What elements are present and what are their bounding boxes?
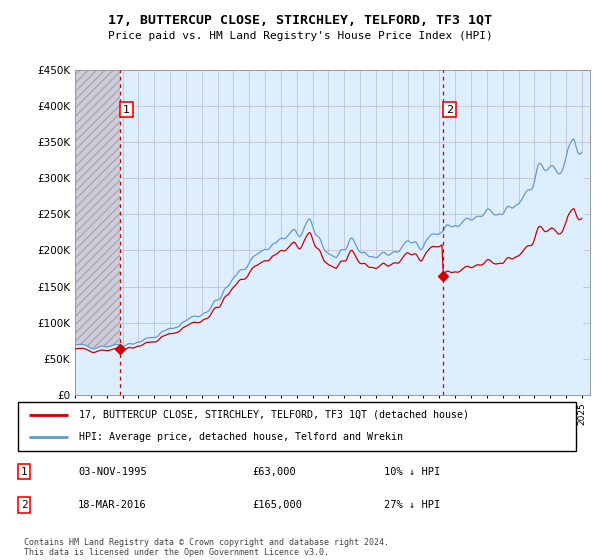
Text: 2: 2 <box>20 500 28 510</box>
Text: 17, BUTTERCUP CLOSE, STIRCHLEY, TELFORD, TF3 1QT: 17, BUTTERCUP CLOSE, STIRCHLEY, TELFORD,… <box>108 14 492 27</box>
Text: 18-MAR-2016: 18-MAR-2016 <box>78 500 147 510</box>
Text: Contains HM Land Registry data © Crown copyright and database right 2024.
This d: Contains HM Land Registry data © Crown c… <box>24 538 389 557</box>
Text: Price paid vs. HM Land Registry's House Price Index (HPI): Price paid vs. HM Land Registry's House … <box>107 31 493 41</box>
Text: £165,000: £165,000 <box>252 500 302 510</box>
Text: 1: 1 <box>123 105 130 115</box>
FancyBboxPatch shape <box>18 402 576 451</box>
Text: 17, BUTTERCUP CLOSE, STIRCHLEY, TELFORD, TF3 1QT (detached house): 17, BUTTERCUP CLOSE, STIRCHLEY, TELFORD,… <box>79 410 469 420</box>
Text: HPI: Average price, detached house, Telford and Wrekin: HPI: Average price, detached house, Telf… <box>79 432 403 442</box>
Text: 2: 2 <box>446 105 453 115</box>
Text: £63,000: £63,000 <box>252 466 296 477</box>
Bar <box>75 70 120 395</box>
Text: 27% ↓ HPI: 27% ↓ HPI <box>384 500 440 510</box>
Text: 1: 1 <box>20 466 28 477</box>
Text: 10% ↓ HPI: 10% ↓ HPI <box>384 466 440 477</box>
Text: 03-NOV-1995: 03-NOV-1995 <box>78 466 147 477</box>
